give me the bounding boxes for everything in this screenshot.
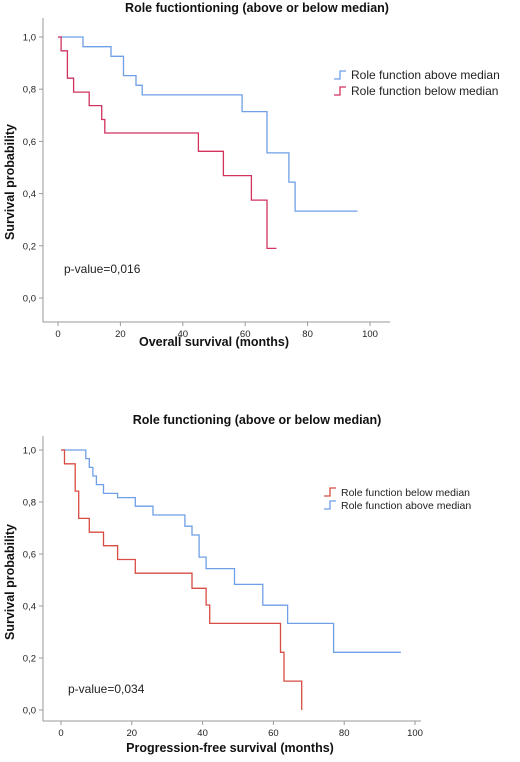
legend-swatch (324, 500, 336, 510)
y-tick-label: 0,6 (23, 550, 36, 561)
x-tick-label: 40 (197, 728, 208, 739)
x-tick-label: 100 (362, 329, 378, 340)
axis-lines (42, 436, 421, 722)
y-tick-label: 1,0 (23, 33, 36, 44)
y-tick-label: 1,0 (23, 446, 36, 457)
x-tick-label: 0 (55, 329, 60, 340)
legend-label: Role function above median (341, 500, 471, 512)
survival-curve-below-median (58, 36, 277, 250)
x-tick-label: 60 (240, 329, 251, 340)
chart-2: Role functioning (above or below median)… (3, 413, 471, 755)
chart-1-y-axis-label: Survival probability (3, 124, 17, 240)
y-tick-label: 0,0 (23, 706, 36, 717)
chart-1-p-value: p-value=0,016 (64, 262, 141, 276)
survival-curve-below-median (61, 449, 303, 710)
legend-label: Role function above median (351, 68, 500, 82)
y-tick-label: 0,6 (23, 137, 36, 148)
y-tick-label: 0,2 (23, 241, 36, 252)
survival-curve-above-median (58, 36, 358, 212)
y-tick-label: 0,2 (23, 654, 36, 665)
chart-2-y-axis-label: Survival probability (3, 524, 17, 640)
legend-swatch (324, 487, 336, 497)
chart-2-p-value: p-value=0,034 (68, 682, 145, 696)
x-tick-label: 60 (268, 728, 279, 739)
chart-2-x-axis-label: Progression-free survival (months) (126, 741, 334, 755)
x-tick-label: 20 (127, 728, 138, 739)
legend-swatch (334, 70, 346, 80)
y-tick-label: 0,4 (23, 189, 36, 200)
legend-label: Role function below median (351, 84, 498, 98)
chart-2-axes: 0,0 0,2 0,4 0,6 0,8 1,0 0 20 40 60 80 100 (23, 436, 423, 739)
legend-swatch (334, 86, 346, 96)
y-tick-label: 0,8 (23, 85, 36, 96)
chart-1-legend: Role function above median Role function … (334, 68, 500, 98)
x-tick-label: 20 (115, 329, 126, 340)
chart-2-curves (61, 449, 401, 710)
y-tick-label: 0,0 (23, 294, 36, 305)
legend-label: Role function below median (341, 487, 470, 499)
y-tick-label: 0,4 (23, 602, 36, 613)
x-tick-label: 40 (178, 329, 189, 340)
x-tick-label: 100 (407, 728, 423, 739)
x-tick-label: 80 (302, 329, 313, 340)
chart-1-axes: 0,0 0,2 0,4 0,6 0,8 1,0 0 20 40 60 80 100 (23, 18, 390, 340)
axis-lines (42, 18, 390, 323)
chart-1-x-axis-label: Overall survival (months) (139, 335, 289, 349)
chart-2-title: Role functioning (above or below median) (133, 413, 382, 427)
chart-1-curves (58, 36, 358, 250)
x-tick-label: 0 (58, 728, 63, 739)
chart-1: Role fuctiontioning (above or below medi… (3, 1, 500, 349)
chart-1-title: Role fuctiontioning (above or below medi… (125, 1, 389, 15)
x-tick-label: 80 (339, 728, 350, 739)
y-tick-label: 0,8 (23, 498, 36, 509)
survival-curve-above-median (61, 449, 401, 653)
